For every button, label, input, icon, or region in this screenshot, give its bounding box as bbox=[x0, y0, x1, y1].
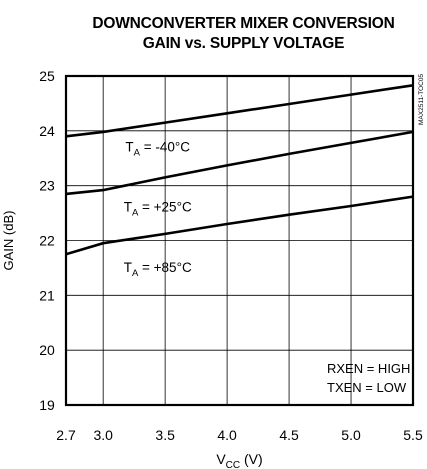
series-line-2 bbox=[65, 130, 414, 196]
x-axis-label-sub: CC bbox=[226, 460, 240, 469]
y-axis-label: GAIN (dB) bbox=[1, 211, 16, 271]
annotation-rxen: RXEN = HIGH bbox=[327, 361, 410, 376]
y-tick-label: 23 bbox=[39, 178, 55, 194]
series-label-3: TA = +85°C bbox=[124, 260, 192, 279]
series-group bbox=[65, 84, 414, 256]
x-tick-label: 5.5 bbox=[403, 427, 423, 443]
figure-code: MAX2511-TOC05 bbox=[418, 74, 425, 125]
y-tick-label: 22 bbox=[39, 233, 55, 249]
x-tick-label: 4.5 bbox=[279, 427, 299, 443]
plot-frame bbox=[64, 74, 415, 407]
x-tick-labels: 2.7 3.0 3.5 4.0 4.5 5.0 5.5 bbox=[56, 427, 423, 443]
x-tick-label: 4.0 bbox=[217, 427, 237, 443]
x-tick-label: 2.7 bbox=[56, 427, 76, 443]
x-axis-label: VCC (V) bbox=[216, 451, 262, 469]
y-tick-labels: 19 20 21 22 23 24 25 bbox=[39, 68, 55, 413]
y-tick-label: 20 bbox=[39, 342, 55, 358]
y-tick-label: 25 bbox=[39, 68, 55, 84]
chart-title-line2: GAIN vs. SUPPLY VOLTAGE bbox=[142, 35, 345, 52]
series-label-2: TA = +25°C bbox=[124, 199, 192, 218]
chart-title-line1: DOWNCONVERTER MIXER CONVERSION bbox=[92, 15, 395, 32]
x-tick-label: 3.0 bbox=[93, 427, 113, 443]
x-tick-label: 5.0 bbox=[341, 427, 361, 443]
x-tick-label: 3.5 bbox=[155, 427, 175, 443]
series-label-1: TA = -40°C bbox=[125, 140, 190, 159]
x-axis-label-unit: (V) bbox=[240, 451, 263, 467]
grid-lines bbox=[66, 76, 413, 405]
series-line-1 bbox=[65, 84, 414, 138]
annotation-txen: TXEN = LOW bbox=[327, 380, 407, 395]
y-tick-label: 21 bbox=[39, 287, 55, 303]
y-tick-label: 24 bbox=[39, 123, 55, 139]
y-tick-label: 19 bbox=[39, 397, 55, 413]
x-axis-label-main: V bbox=[216, 451, 226, 467]
series-line-3 bbox=[65, 195, 414, 256]
series-labels: TA = -40°C TA = +25°C TA = +85°C bbox=[124, 140, 192, 279]
